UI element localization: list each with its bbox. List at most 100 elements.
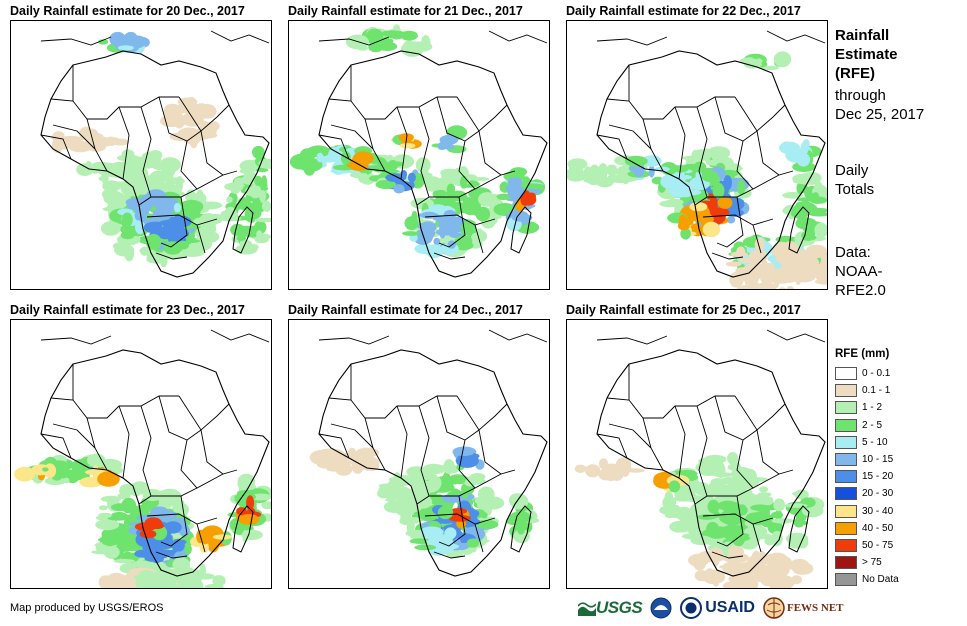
panel-title: Daily Rainfall estimate for 20 Dec., 201… (10, 4, 245, 18)
country-borders (596, 364, 794, 559)
legend-item: 30 - 40 (835, 503, 899, 520)
country-borders (318, 65, 516, 260)
legend-label: > 75 (862, 557, 882, 569)
legend-swatch (835, 401, 857, 415)
usgs-wordmark: USGS (596, 598, 643, 617)
legend-swatch (835, 573, 857, 587)
legend-label: 15 - 20 (862, 471, 894, 483)
usaid-wordmark: USAID (705, 599, 755, 616)
panel-title: Daily Rainfall estimate for 22 Dec., 201… (566, 4, 801, 18)
madagascar-outline (788, 505, 810, 553)
middle-east-coast (488, 329, 548, 343)
rainfall-panel-24-dec: Daily Rainfall estimate for 24 Dec., 201… (288, 302, 550, 589)
through-value: Dec 25, 2017 (835, 106, 925, 123)
legend-title: RFE (mm) (835, 348, 890, 360)
legend-swatch (835, 453, 857, 467)
country-borders (596, 65, 794, 260)
rainfall-panel-21-dec: Daily Rainfall estimate for 21 Dec., 201… (288, 3, 550, 290)
through-date: through Dec 25, 2017 (835, 86, 924, 124)
fews-globe-icon (763, 597, 785, 619)
rainfall-field (14, 453, 271, 588)
data-line: NOAA- (835, 263, 883, 280)
data-line: Data: (835, 244, 871, 261)
africa-rainfall-svg (567, 30, 827, 289)
fews-wordmark: FEWS NET (786, 602, 844, 614)
africa-rainfall-svg (40, 30, 271, 278)
rainfall-map (288, 20, 550, 290)
legend-item: 0 - 0.1 (835, 365, 899, 382)
rainfall-field (574, 452, 825, 588)
legend-item: 1 - 2 (835, 399, 899, 416)
europe-coast (40, 335, 112, 345)
noaa-logo (650, 597, 672, 619)
legend-rows: 0 - 0.1 0.1 - 1 1 - 2 2 - 5 5 - 10 10 - 15 15 … (835, 365, 899, 588)
middle-east-coast (766, 30, 826, 44)
africa-rainfall-svg (289, 24, 548, 278)
usaid-seal-icon (680, 597, 703, 619)
usgs-logo: USGS (578, 598, 643, 618)
legend-label: 0.1 - 1 (862, 385, 891, 397)
legend-swatch (835, 384, 857, 398)
daily-line: Totals (835, 181, 875, 198)
rainfall-map (288, 319, 550, 589)
legend-label: 1 - 2 (862, 402, 883, 414)
madagascar-outline (788, 206, 810, 254)
rainfall-field (51, 31, 271, 268)
legend-item: 15 - 20 (835, 468, 899, 485)
product-title: Rainfall Estimate (RFE) (835, 26, 898, 83)
country-borders (40, 364, 238, 559)
panel-title: Daily Rainfall estimate for 23 Dec., 201… (10, 303, 245, 317)
legend-item: No Data (835, 571, 899, 588)
daily-totals-note: Daily Totals (835, 161, 874, 199)
rainfall-map (10, 20, 272, 290)
legend-swatch (835, 418, 857, 432)
country-borders (40, 65, 238, 260)
through-label: through (835, 87, 886, 104)
rainfall-panel-23-dec: Daily Rainfall estimate for 23 Dec., 201… (10, 302, 272, 589)
rainfall-map (566, 319, 828, 589)
data-source: Data: NOAA- RFE2.0 (835, 243, 886, 300)
panel-title: Daily Rainfall estimate for 25 Dec., 201… (566, 303, 801, 317)
legend-item: 50 - 75 (835, 537, 899, 554)
legend-item: 40 - 50 (835, 520, 899, 537)
madagascar-outline (232, 206, 254, 254)
legend-swatch (835, 435, 857, 449)
africa-rainfall-svg (309, 329, 548, 577)
rfe-legend: RFE (mm) 0 - 0.1 0.1 - 1 1 - 2 2 - 5 5 - 10 1… (835, 348, 899, 588)
usaid-logo: USAID (680, 597, 755, 619)
title-line: Estimate (835, 46, 898, 63)
africa-rainfall-svg (574, 329, 826, 588)
legend-item: 0.1 - 1 (835, 382, 899, 399)
legend-swatch (835, 367, 857, 381)
europe-coast (596, 335, 668, 345)
legend-item: 10 - 15 (835, 451, 899, 468)
rainfall-map (566, 20, 828, 290)
legend-label: 2 - 5 (862, 419, 883, 431)
legend-swatch (835, 487, 857, 501)
legend-label: 0 - 0.1 (862, 368, 891, 380)
panel-title: Daily Rainfall estimate for 24 Dec., 201… (288, 303, 523, 317)
map-credit: Map produced by USGS/EROS (10, 602, 164, 614)
madagascar-outline (510, 206, 532, 254)
usgs-wave-icon (578, 602, 596, 616)
rainfall-panel-20-dec: Daily Rainfall estimate for 20 Dec., 201… (10, 3, 272, 290)
country-borders (318, 364, 516, 559)
title-line: (RFE) (835, 65, 875, 82)
partner-logos: USGS USAID FEWS NET (578, 596, 852, 620)
middle-east-coast (210, 329, 270, 343)
daily-line: Daily (835, 162, 869, 179)
legend-item: 20 - 30 (835, 485, 899, 502)
middle-east-coast (766, 329, 826, 343)
rainfall-field (567, 51, 827, 289)
legend-swatch (835, 556, 857, 570)
madagascar-outline (232, 505, 254, 553)
middle-east-coast (210, 30, 270, 44)
rainfall-panel-25-dec: Daily Rainfall estimate for 25 Dec., 201… (566, 302, 828, 589)
noaa-seal-icon (650, 597, 672, 619)
legend-swatch (835, 538, 857, 552)
legend-label: 20 - 30 (862, 488, 894, 500)
legend-swatch (835, 470, 857, 484)
rainfall-field (309, 446, 540, 559)
legend-label: 10 - 15 (862, 454, 894, 466)
europe-coast (318, 36, 390, 46)
